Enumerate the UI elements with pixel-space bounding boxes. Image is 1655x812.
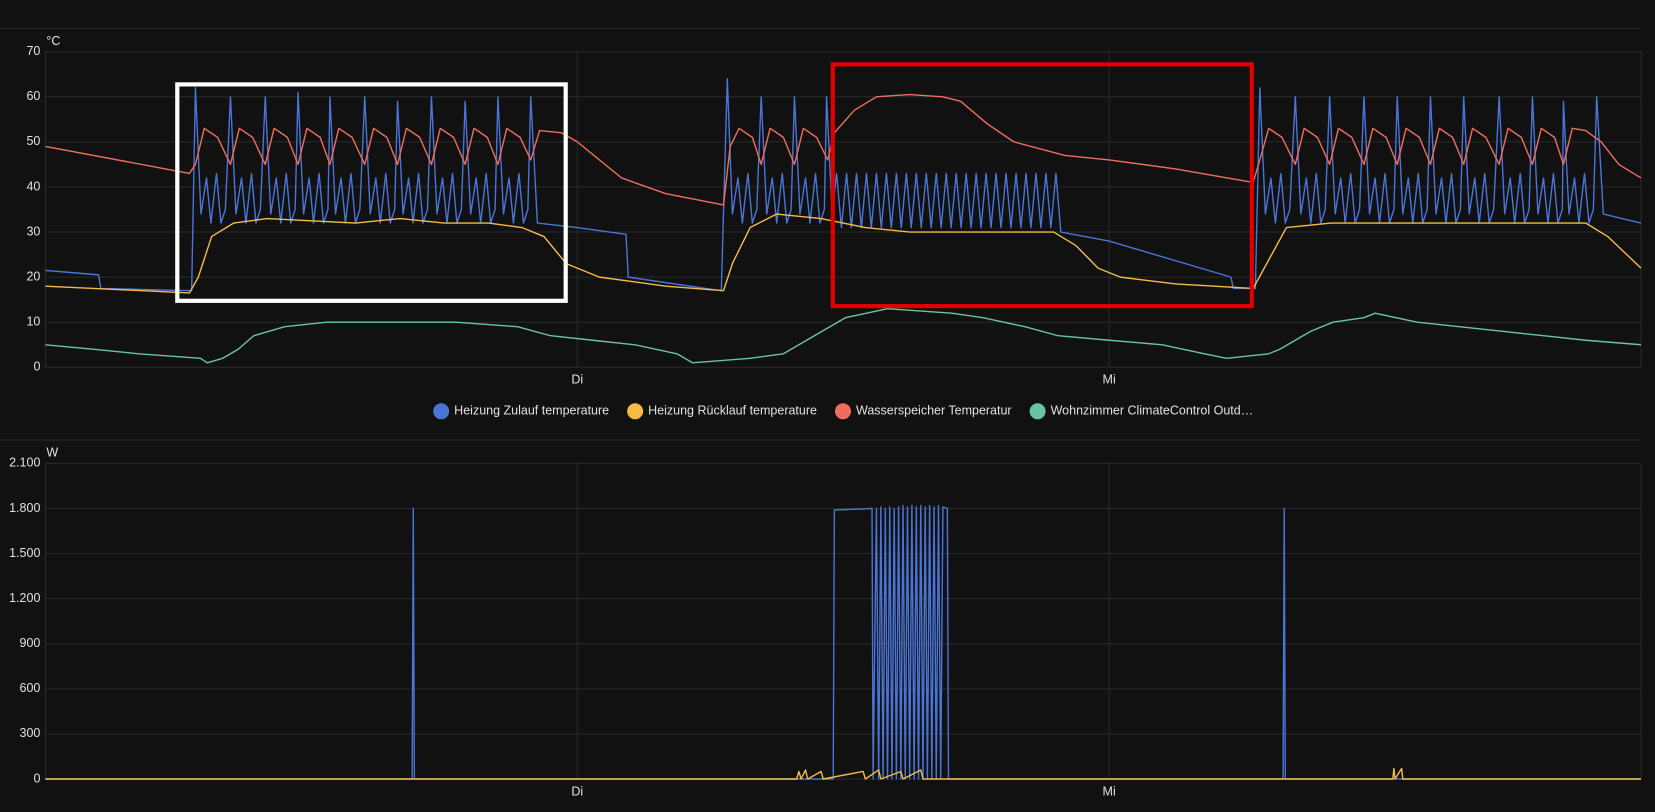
- y-tick-label: 20: [26, 269, 40, 283]
- legend-swatch: [433, 403, 450, 420]
- highlight-box: [175, 82, 568, 303]
- legend-label: Heizung Zulauf temperature: [454, 404, 609, 418]
- x-tick-label: Di: [571, 373, 583, 387]
- y-tick-label: 70: [26, 44, 40, 58]
- y-tick-label: 0: [33, 360, 40, 374]
- y-tick-label: 1.500: [9, 546, 40, 560]
- x-tick-label: Mi: [1103, 784, 1116, 798]
- x-tick-label: Mi: [1103, 373, 1116, 387]
- y-tick-label: 900: [20, 636, 41, 650]
- series-line: [45, 93, 1642, 206]
- series-line: [45, 767, 1641, 780]
- highlight-box: [830, 62, 1254, 309]
- y-tick-label: 10: [26, 315, 40, 329]
- legend-swatch: [834, 403, 851, 420]
- y-tick-label: 40: [26, 179, 40, 193]
- y-tick-label: 50: [26, 134, 40, 148]
- legend-swatch: [1029, 403, 1046, 420]
- legend-label: Heizung Rücklauf temperature: [648, 404, 817, 418]
- legend-swatch: [627, 403, 644, 420]
- y-axis-unit: W: [46, 446, 58, 460]
- series-line: [45, 307, 1642, 364]
- series-line: [45, 213, 1642, 294]
- y-tick-label: 2.100: [9, 456, 40, 470]
- legend-label: Wasserspeicher Temperatur: [856, 404, 1012, 418]
- series-line: [45, 504, 1641, 780]
- x-tick-label: Di: [571, 784, 583, 798]
- series-line: [45, 78, 1642, 292]
- legend-label: Wohnzimmer ClimateControl Outd…: [1051, 404, 1254, 418]
- legend: Heizung Zulauf temperature Heizung Rückla…: [433, 403, 1254, 420]
- y-tick-label: 30: [26, 224, 40, 238]
- y-tick-label: 60: [26, 89, 40, 103]
- y-axis-unit: °C: [46, 34, 60, 48]
- y-tick-label: 0: [33, 771, 40, 785]
- annotations: [175, 62, 1254, 309]
- y-tick-label: 300: [20, 726, 41, 740]
- y-tick-label: 1.800: [9, 501, 40, 515]
- y-tick-label: 1.200: [9, 591, 40, 605]
- y-tick-label: 600: [20, 681, 41, 695]
